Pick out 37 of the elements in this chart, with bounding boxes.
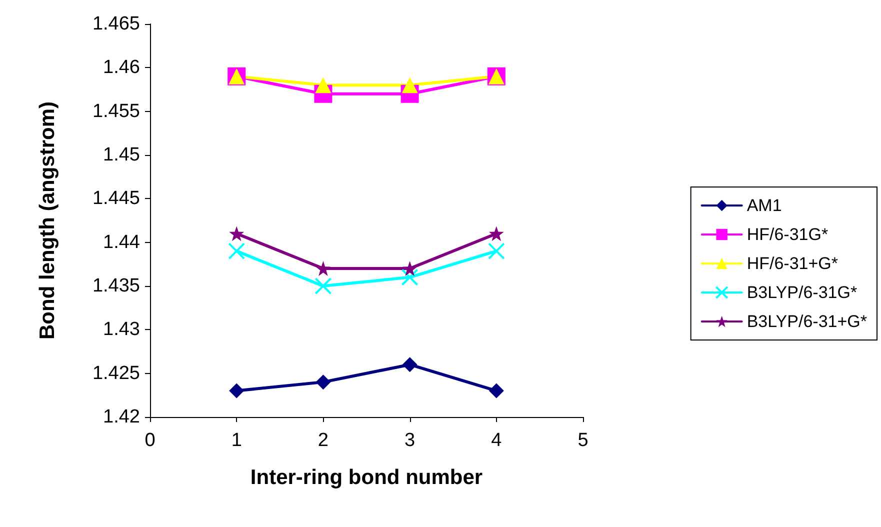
y-tick-label: 1.45 [103, 144, 140, 166]
legend-label: HF/6-31G* [746, 225, 828, 244]
point [488, 383, 504, 398]
point [402, 261, 418, 276]
x-axis-title: Inter-ring bond number [250, 466, 483, 489]
point [314, 278, 332, 294]
point [401, 268, 418, 286]
point [402, 77, 418, 94]
y-tick-label: 1.425 [92, 362, 140, 384]
y-tick-label: 1.42 [103, 406, 140, 428]
legend-label: AM1 [746, 196, 782, 215]
y-tick-label: 1.465 [92, 14, 140, 34]
x-tick-label: 2 [318, 430, 328, 451]
point [402, 357, 418, 372]
y-tick-label: 1.455 [92, 100, 140, 122]
legend-label: B3LYP/6-31G* [746, 283, 858, 302]
x-tick-label: 3 [404, 430, 416, 451]
point [229, 226, 244, 242]
y-tick-label: 1.44 [103, 232, 140, 253]
legend-label: HF/6-31+G* [746, 254, 838, 273]
y-tick-label: 1.445 [92, 188, 140, 210]
point [316, 374, 331, 390]
x-tick-label: 1 [231, 430, 242, 451]
point [488, 242, 505, 260]
point [488, 226, 504, 242]
point [228, 242, 246, 260]
point [229, 383, 244, 398]
x-tick-label: 0 [144, 430, 156, 451]
point [316, 261, 331, 276]
x-tick-label: 5 [578, 430, 588, 451]
x-tick-label: 4 [491, 430, 502, 451]
y-tick-label: 1.46 [103, 57, 140, 78]
y-tick-label: 1.435 [92, 276, 140, 296]
y-tick-label: 1.43 [103, 319, 140, 340]
legend-label: B3LYP/6-31+G* [746, 312, 868, 331]
y-axis-title: Bond length (angstrom) [36, 102, 59, 340]
point [315, 77, 332, 94]
